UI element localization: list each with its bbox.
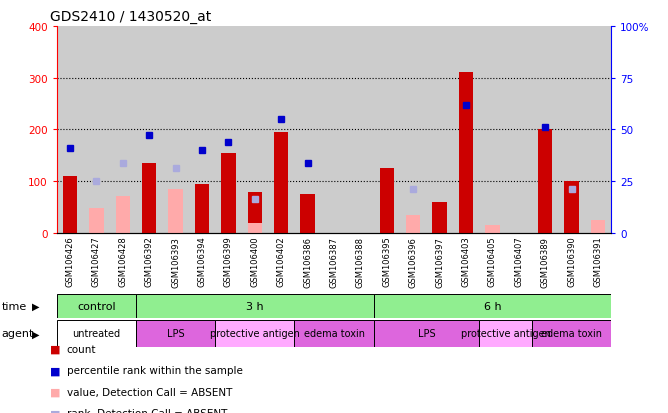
Text: value, Detection Call = ABSENT: value, Detection Call = ABSENT <box>67 387 232 397</box>
Bar <box>406 215 420 233</box>
Text: GDS2410 / 1430520_at: GDS2410 / 1430520_at <box>50 10 211 24</box>
Bar <box>479 320 532 347</box>
Bar <box>248 223 262 233</box>
Bar <box>373 320 479 347</box>
Bar <box>162 27 189 233</box>
Bar <box>136 294 373 318</box>
Text: protective antigen: protective antigen <box>461 328 550 339</box>
Bar <box>538 130 552 233</box>
Text: rank, Detection Call = ABSENT: rank, Detection Call = ABSENT <box>67 408 227 413</box>
Bar <box>564 182 579 233</box>
Text: LPS: LPS <box>418 328 436 339</box>
Bar <box>558 27 584 233</box>
Bar <box>242 27 268 233</box>
Bar <box>584 27 611 233</box>
Bar <box>373 27 400 233</box>
Bar <box>321 27 347 233</box>
Text: 6 h: 6 h <box>484 301 501 311</box>
Text: ■: ■ <box>50 366 61 375</box>
Text: ▶: ▶ <box>32 301 39 311</box>
Bar <box>215 320 295 347</box>
Text: ■: ■ <box>50 344 61 354</box>
Bar <box>57 294 136 318</box>
Bar <box>295 320 373 347</box>
Bar <box>301 195 315 233</box>
Bar <box>63 177 77 233</box>
Bar <box>268 27 295 233</box>
Text: ■: ■ <box>50 387 61 397</box>
Text: ■: ■ <box>50 408 61 413</box>
Text: control: control <box>77 301 116 311</box>
Bar <box>110 27 136 233</box>
Bar <box>89 209 104 233</box>
Bar <box>189 27 215 233</box>
Text: edema toxin: edema toxin <box>541 328 602 339</box>
Text: agent: agent <box>1 328 33 339</box>
Bar <box>248 192 262 233</box>
Bar <box>116 196 130 233</box>
Text: percentile rank within the sample: percentile rank within the sample <box>67 366 242 375</box>
Bar <box>379 169 394 233</box>
Text: protective antigen: protective antigen <box>210 328 300 339</box>
Bar <box>57 27 84 233</box>
Bar <box>295 27 321 233</box>
Bar <box>532 320 611 347</box>
Bar <box>57 320 136 347</box>
Bar <box>84 27 110 233</box>
Text: time: time <box>1 301 27 311</box>
Bar <box>426 27 453 233</box>
Bar <box>453 27 479 233</box>
Bar <box>136 27 162 233</box>
Bar <box>274 133 289 233</box>
Bar <box>221 153 236 233</box>
Bar <box>195 184 209 233</box>
Bar <box>479 27 506 233</box>
Bar <box>136 320 215 347</box>
Bar <box>485 225 500 233</box>
Bar <box>373 294 611 318</box>
Text: edema toxin: edema toxin <box>303 328 365 339</box>
Bar <box>215 27 242 233</box>
Bar <box>459 73 473 233</box>
Text: 3 h: 3 h <box>246 301 264 311</box>
Bar <box>532 27 558 233</box>
Text: ▶: ▶ <box>32 328 39 339</box>
Text: count: count <box>67 344 96 354</box>
Bar <box>142 164 156 233</box>
Bar <box>400 27 426 233</box>
Text: untreated: untreated <box>72 328 120 339</box>
Bar <box>506 27 532 233</box>
Bar <box>168 190 183 233</box>
Text: LPS: LPS <box>167 328 184 339</box>
Bar <box>432 202 447 233</box>
Bar <box>591 221 605 233</box>
Bar <box>347 27 373 233</box>
